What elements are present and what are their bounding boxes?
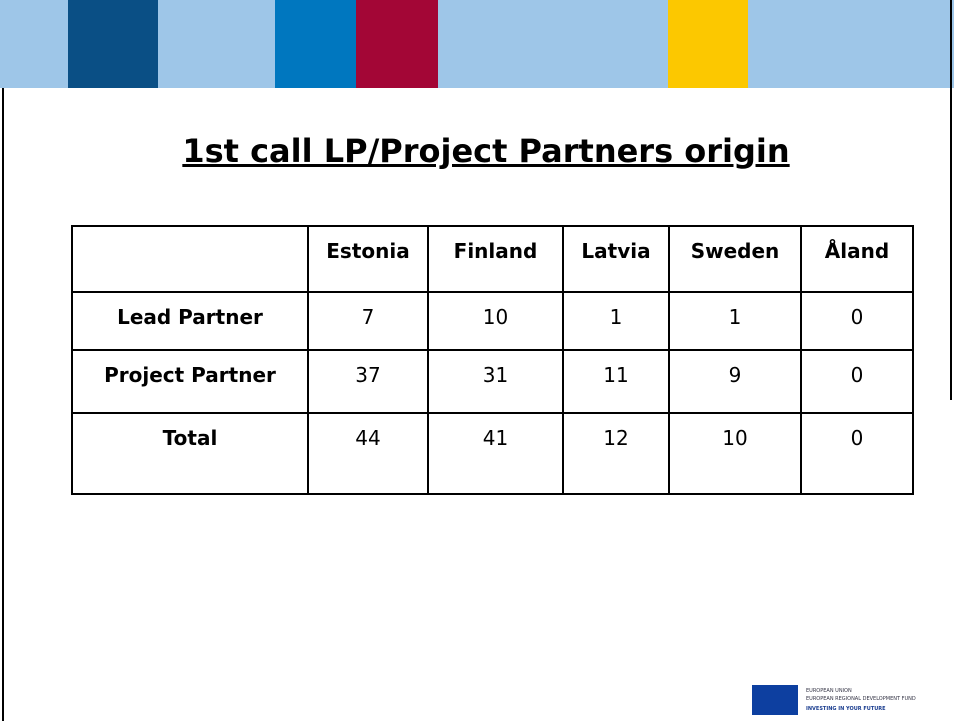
table-cell: 1	[668, 291, 802, 351]
eu-logo: EUROPEAN UNION EUROPEAN REGIONAL DEVELOP…	[752, 685, 942, 715]
logo-text: INVESTING IN YOUR FUTURE	[806, 706, 886, 712]
color-block	[68, 0, 158, 88]
slide-title: 1st call LP/Project Partners origin	[182, 132, 790, 170]
table-row: Project Partner 37 31 11 9 0	[71, 349, 914, 414]
row-header: Lead Partner	[71, 291, 309, 351]
table-cell: 0	[800, 291, 914, 351]
table-cell: 10	[427, 291, 564, 351]
corner-cell	[71, 225, 309, 293]
table-cell: 44	[307, 412, 429, 495]
color-band	[0, 0, 954, 88]
column-header: Åland	[800, 225, 914, 293]
table-cell: 41	[427, 412, 564, 495]
eu-flag	[752, 685, 798, 715]
color-block	[668, 0, 748, 88]
column-header: Estonia	[307, 225, 429, 293]
border-line	[950, 0, 952, 400]
color-block	[275, 0, 356, 88]
table-cell: 11	[562, 349, 670, 414]
table-cell: 37	[307, 349, 429, 414]
table-cell: 10	[668, 412, 802, 495]
column-header: Sweden	[668, 225, 802, 293]
row-header: Project Partner	[71, 349, 309, 414]
table-cell: 0	[800, 349, 914, 414]
table-cell: 12	[562, 412, 670, 495]
logo-text: EUROPEAN REGIONAL DEVELOPMENT FUND	[806, 696, 916, 702]
table-cell: 0	[800, 412, 914, 495]
column-header: Finland	[427, 225, 564, 293]
header-row: Estonia Finland Latvia Sweden Åland	[71, 225, 914, 293]
table-cell: 9	[668, 349, 802, 414]
logo-text: EUROPEAN UNION	[806, 688, 852, 694]
table-row: Lead Partner 7 10 1 1 0	[71, 291, 914, 351]
data-table: Estonia Finland Latvia Sweden Åland Lead Part…	[71, 225, 914, 495]
table-cell: 31	[427, 349, 564, 414]
row-header: Total	[71, 412, 309, 495]
border-line	[2, 88, 4, 721]
column-header: Latvia	[562, 225, 670, 293]
table-cell: 7	[307, 291, 429, 351]
table-row: Total 44 41 12 10 0	[71, 412, 914, 495]
color-block	[356, 0, 438, 88]
table-cell: 1	[562, 291, 670, 351]
